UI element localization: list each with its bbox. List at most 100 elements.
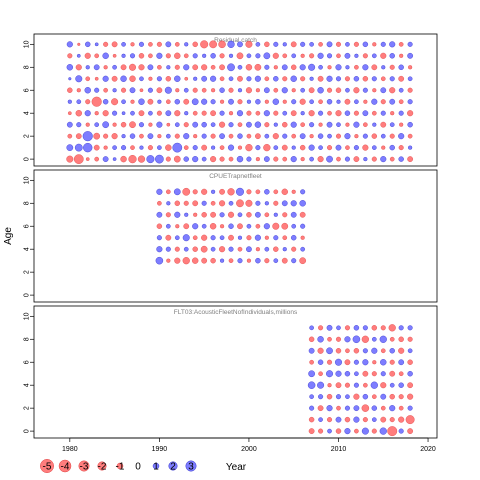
residual-bubble: [344, 405, 350, 411]
residual-bubble: [85, 157, 90, 161]
residual-bubble: [166, 189, 171, 195]
residual-bubble: [200, 40, 209, 49]
residual-bubble: [291, 99, 297, 105]
residual-bubble: [398, 325, 404, 331]
residual-bubble: [112, 157, 117, 161]
residual-bubble: [344, 382, 350, 388]
residual-bubble: [352, 335, 361, 344]
residual-bubble: [165, 156, 171, 162]
residual-bubble: [156, 41, 162, 47]
residual-bubble: [353, 156, 360, 162]
residual-bubble: [75, 133, 82, 140]
residual-bubble: [335, 336, 342, 342]
residual-bubble: [354, 53, 359, 58]
residual-bubble: [192, 145, 198, 151]
residual-bubble: [371, 110, 377, 116]
residual-bubble: [103, 41, 109, 47]
residual-bubble: [371, 347, 378, 354]
residual-bubble: [353, 416, 360, 423]
residual-bubble: [246, 235, 252, 241]
residual-bubble: [362, 133, 368, 139]
residual-bubble: [174, 110, 181, 117]
residual-bubble: [246, 258, 252, 263]
residual-bubble: [128, 154, 137, 164]
residual-bubble: [103, 87, 108, 93]
residual-bubble: [174, 42, 180, 47]
residual-bubble: [354, 428, 359, 434]
residual-bubble: [380, 405, 386, 411]
residual-bubble: [165, 246, 171, 252]
residual-bubble: [66, 144, 74, 151]
residual-bubble: [327, 417, 333, 423]
residual-bubble: [129, 121, 136, 129]
residual-bubble: [380, 393, 387, 400]
residual-bubble: [237, 88, 243, 93]
residual-bubble: [210, 235, 216, 241]
y-tick-label: 6: [24, 88, 31, 92]
residual-bubble: [407, 371, 413, 377]
residual-bubble: [398, 75, 405, 82]
residual-bubble: [148, 76, 153, 81]
x-tick-label: 1980: [62, 446, 78, 453]
residual-bubble: [192, 189, 198, 195]
residual-bubble: [299, 257, 307, 265]
residual-bubble: [300, 53, 305, 58]
residual-bubble: [326, 393, 333, 400]
residual-bubble: [210, 99, 216, 105]
residual-bubble: [371, 145, 377, 150]
residual-bubble: [201, 212, 207, 218]
residual-bubble: [327, 65, 332, 70]
residual-bubble: [336, 156, 341, 162]
residual-bubble: [387, 426, 398, 437]
legend-bubble: [152, 462, 160, 470]
residual-bubble: [184, 111, 189, 116]
residual-bubble: [121, 53, 126, 58]
residual-bubble: [245, 87, 252, 94]
residual-bubble: [227, 40, 235, 48]
y-tick-label: 6: [24, 360, 31, 364]
residual-bubble: [245, 64, 253, 71]
residual-bubble: [318, 122, 323, 127]
residual-bubble: [344, 428, 351, 435]
residual-bubble: [308, 336, 315, 342]
residual-bubble: [309, 76, 314, 81]
residual-bubble: [354, 99, 359, 105]
residual-bubble: [389, 336, 395, 342]
residual-bubble: [408, 65, 413, 70]
residual-bubble: [138, 41, 144, 47]
residual-bubble: [300, 87, 305, 93]
residual-bubble: [130, 145, 135, 150]
residual-bubble: [407, 52, 414, 59]
y-tick-label: 4: [24, 111, 31, 115]
residual-bubble: [138, 122, 144, 128]
residual-bubble: [165, 144, 172, 151]
residual-bubble: [327, 145, 333, 151]
residual-bubble: [353, 145, 359, 151]
residual-bubble: [209, 223, 217, 230]
residual-bubble: [201, 64, 208, 71]
residual-bubble: [156, 76, 162, 82]
residual-bubble: [147, 133, 154, 140]
residual-bubble: [138, 98, 145, 105]
residual-bubble: [353, 76, 360, 82]
residual-bubble: [282, 133, 288, 139]
residual-bubble: [300, 157, 305, 162]
residual-bubble: [264, 201, 269, 206]
residual-bubble: [94, 42, 99, 47]
residual-bubble: [398, 428, 404, 434]
residual-bubble: [398, 405, 404, 411]
panel-title: FLT03:AcousticFleetNofIndividuals,millio…: [174, 309, 298, 316]
residual-bubble: [237, 145, 243, 150]
residual-bubble: [380, 325, 386, 331]
residual-bubble: [362, 53, 368, 59]
legend-label: -3: [80, 462, 89, 473]
residual-bubble: [309, 325, 314, 331]
residual-bubble: [281, 257, 288, 264]
y-tick-label: 8: [24, 201, 31, 205]
residual-bubble: [201, 121, 207, 128]
residual-bubble: [389, 64, 395, 70]
residual-bubble: [353, 110, 359, 116]
residual-bubble: [121, 134, 126, 139]
residual-bubble: [335, 370, 342, 377]
residual-bubble: [174, 122, 180, 127]
